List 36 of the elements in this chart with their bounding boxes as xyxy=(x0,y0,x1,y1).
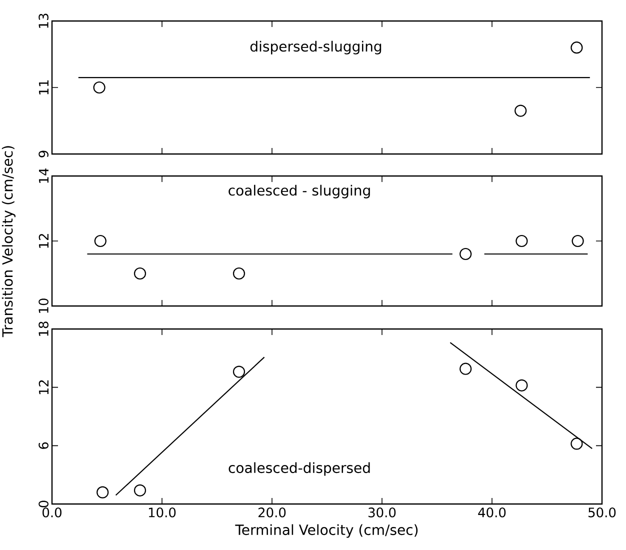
y-tick-label: 9 xyxy=(38,150,48,158)
point xyxy=(232,366,246,378)
annotation: coalesced-dispersed xyxy=(228,462,370,476)
point xyxy=(94,234,106,248)
y-tick-label: 13 xyxy=(38,14,48,28)
x-axis-title: Terminal Velocity (cm/sec) xyxy=(235,524,418,538)
x-tick-label: 30.0 xyxy=(368,508,396,518)
x-tick-label: 50.0 xyxy=(588,508,616,518)
y-tick-label: 18 xyxy=(38,322,48,336)
point xyxy=(514,104,527,117)
annotation: coalesced - slugging xyxy=(228,184,370,198)
point xyxy=(134,267,146,280)
x-tick-label: 10.0 xyxy=(148,508,176,518)
y-tick-label: 12 xyxy=(38,380,48,394)
point xyxy=(570,438,583,450)
point xyxy=(460,248,472,260)
y-tick-label: 0 xyxy=(38,500,48,508)
point xyxy=(516,234,528,248)
y-tick-label: 11 xyxy=(39,80,48,94)
y-axis-title: Transition Velocity (cm/sec) xyxy=(2,146,16,338)
point xyxy=(570,42,583,54)
annotation: dispersed-slugging xyxy=(250,40,382,54)
y-tick-label: 10 xyxy=(38,298,48,313)
point xyxy=(232,267,246,280)
point xyxy=(572,234,584,248)
y-tick-label: 14 xyxy=(38,168,48,183)
x-tick-label: 40.0 xyxy=(478,508,506,518)
y-tick-label: 6 xyxy=(38,442,48,449)
point xyxy=(460,362,472,375)
y-tick-label: 12 xyxy=(38,234,48,248)
point xyxy=(516,379,528,392)
x-tick-label: 20.0 xyxy=(258,508,286,518)
point xyxy=(93,81,106,94)
x-tick-label: 0.0 xyxy=(42,508,62,518)
point xyxy=(96,486,109,498)
point xyxy=(134,484,146,496)
